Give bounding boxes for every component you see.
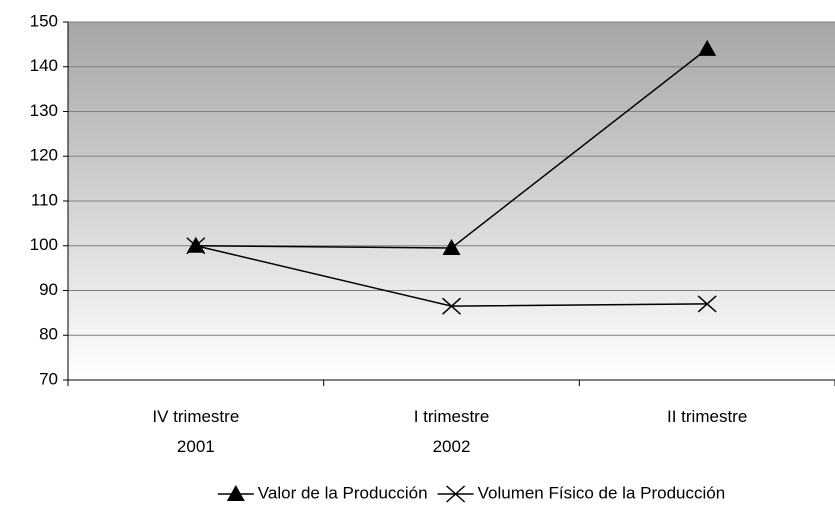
y-tick-label: 90 [39, 280, 58, 299]
marker [442, 238, 461, 255]
marker [697, 295, 717, 313]
y-tick-label: 110 [31, 190, 58, 209]
x-tick-label: IV trimestre 2001 [152, 407, 240, 456]
legend: Valor de la Producción Volumen Físico de … [217, 483, 726, 503]
y-tick-label: 100 [30, 235, 58, 254]
legend-label: Volumen Físico de la Producción [478, 483, 726, 502]
marker [446, 485, 466, 503]
y-tick-label: 130 [30, 101, 58, 120]
marker [442, 297, 461, 315]
legend-label: Valor de la Producción [258, 483, 428, 502]
y-tick-label: 80 [39, 325, 58, 344]
y-tick-label: 70 [39, 369, 58, 388]
x-tick-label: I trimestre 2002 [413, 407, 490, 456]
marker [698, 39, 717, 56]
y-tick-label: 150 [30, 11, 58, 30]
y-tick-label: 120 [30, 146, 58, 165]
x-tick-label: II trimestre [667, 407, 748, 426]
marker [226, 485, 245, 501]
y-tick-label: 140 [30, 56, 58, 75]
marker [186, 237, 206, 255]
